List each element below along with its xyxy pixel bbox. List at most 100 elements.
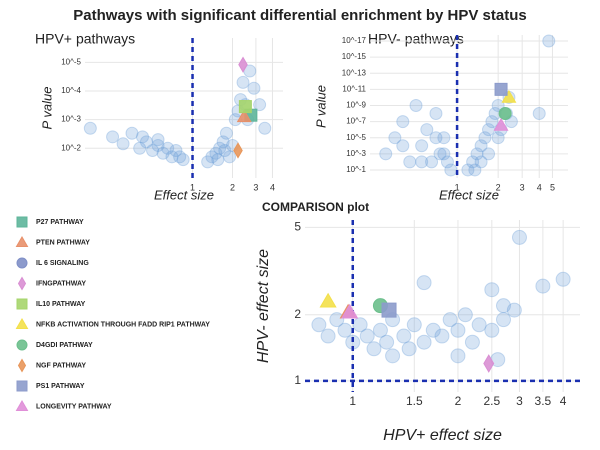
- point: [429, 107, 443, 121]
- legend-label: PS1 PATHWAY: [36, 383, 85, 390]
- highlight-point: [319, 292, 337, 308]
- point: [205, 150, 219, 164]
- x-tick-label: 2: [455, 394, 462, 408]
- point: [482, 147, 496, 161]
- y-tick-label: 5: [294, 220, 301, 234]
- point: [468, 163, 482, 177]
- point: [366, 341, 382, 357]
- point: [106, 130, 120, 144]
- x-tick-label: 3: [253, 182, 258, 192]
- point: [440, 155, 454, 169]
- y-tick-label: 10^-13: [342, 68, 367, 77]
- legend-marker: [16, 216, 28, 228]
- y-tick-label: 10^-7: [346, 117, 366, 126]
- point: [511, 229, 527, 245]
- legend-label: NFKB ACTIVATION THROUGH FADD RIP1 PATHWA…: [36, 321, 210, 328]
- point: [125, 126, 139, 140]
- point: [484, 282, 500, 298]
- legend-marker: [16, 257, 28, 269]
- point: [329, 312, 345, 328]
- point: [416, 334, 432, 350]
- x-tick-label: 1: [190, 182, 195, 192]
- point: [495, 298, 511, 314]
- highlight-point: [493, 117, 509, 131]
- panel-label: HPV+: [35, 31, 72, 47]
- panel-label: COMPARISON plot: [262, 200, 369, 214]
- y-tick-label: 10^-4: [61, 86, 81, 95]
- legend-label: P27 PATHWAY: [36, 219, 84, 226]
- point: [535, 278, 551, 294]
- legend-marker: [15, 236, 29, 247]
- highlight-point: [501, 89, 517, 103]
- y-tick-label: 10^-2: [61, 143, 81, 152]
- legend-marker: [17, 358, 27, 373]
- legend-marker: [15, 318, 29, 329]
- point: [247, 81, 261, 95]
- legend-marker: [16, 380, 28, 392]
- point: [461, 163, 475, 177]
- highlight-point: [233, 142, 243, 159]
- x-axis-label: Effect size: [154, 187, 214, 202]
- x-tick-label: 4: [270, 182, 275, 192]
- point: [478, 131, 492, 145]
- legend-label: NGF PATHWAY: [36, 362, 86, 369]
- point: [83, 121, 97, 135]
- point: [156, 146, 170, 160]
- point: [442, 312, 458, 328]
- point: [506, 302, 522, 318]
- y-tick-label: 10^-11: [342, 84, 366, 93]
- point: [151, 138, 165, 152]
- legend-marker: [16, 339, 28, 351]
- point: [406, 317, 422, 333]
- legend-label: PTEN PATHWAY: [36, 239, 90, 246]
- point: [173, 150, 187, 164]
- x-tick-label: 2: [496, 182, 501, 192]
- point: [258, 121, 272, 135]
- point: [542, 34, 556, 48]
- point: [434, 328, 450, 344]
- point: [161, 141, 175, 155]
- point: [165, 150, 179, 164]
- figure-title: Pathways with significant differential e…: [73, 7, 526, 24]
- point: [211, 153, 225, 167]
- point: [209, 146, 223, 160]
- point: [385, 348, 401, 364]
- point: [352, 317, 368, 333]
- x-tick-label: 3: [516, 394, 523, 408]
- point: [401, 341, 417, 357]
- y-tick-label: 2: [294, 307, 301, 321]
- point: [485, 115, 499, 129]
- point: [219, 126, 233, 140]
- x-tick-label: 5: [550, 182, 555, 192]
- point: [169, 143, 183, 157]
- highlight-point: [381, 302, 397, 318]
- point: [151, 133, 165, 147]
- highlight-point: [341, 303, 359, 319]
- highlight-point: [238, 100, 252, 114]
- point: [474, 139, 488, 153]
- point: [359, 328, 375, 344]
- point: [450, 322, 466, 338]
- point: [320, 328, 336, 344]
- x-tick-label: 1: [349, 394, 356, 408]
- point: [437, 131, 451, 145]
- point: [415, 139, 429, 153]
- y-tick-label: 10^-3: [61, 115, 81, 124]
- highlight-point: [483, 354, 495, 373]
- point: [403, 155, 417, 169]
- point: [450, 348, 466, 364]
- point: [474, 155, 488, 169]
- point: [213, 141, 227, 155]
- point: [409, 98, 423, 112]
- point: [555, 271, 571, 287]
- point: [425, 155, 439, 169]
- panel-label: pathways: [76, 31, 135, 47]
- legend-label: IL 6 SIGNALING: [36, 260, 89, 267]
- x-tick-label: 3.5: [535, 394, 552, 408]
- point: [420, 123, 434, 137]
- y-axis-label: P value: [313, 85, 328, 128]
- y-tick-label: 10^-1: [346, 165, 366, 174]
- point: [311, 317, 327, 333]
- x-axis-label: HPV+ effect size: [383, 427, 502, 444]
